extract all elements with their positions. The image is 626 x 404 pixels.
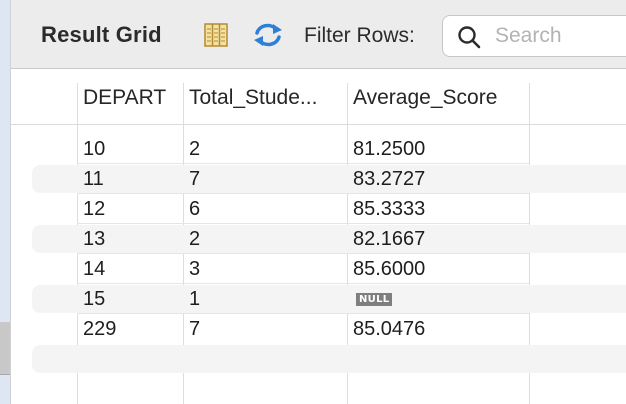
row-stripe: [32, 225, 626, 253]
table-row[interactable]: 229 7 85.0476: [11, 314, 626, 344]
grid-header: DEPART Total_Stude... Average_Score: [11, 69, 626, 125]
column-header-depart[interactable]: DEPART: [83, 86, 167, 109]
cell-average-score[interactable]: 83.2727: [353, 168, 426, 190]
row-stripe: [32, 165, 626, 193]
table-row[interactable]: 14 3 85.6000: [11, 254, 626, 284]
search-icon: [457, 25, 481, 49]
cell-average-score[interactable]: 82.1667: [353, 228, 426, 250]
table-row[interactable]: 12 6 85.3333: [11, 194, 626, 224]
search-field[interactable]: [442, 15, 626, 57]
cell-depart[interactable]: 13: [83, 228, 106, 250]
cell-depart[interactable]: 14: [83, 258, 106, 280]
column-toggle-icon[interactable]: [203, 22, 229, 48]
table-row[interactable]: 11 7 83.2727: [11, 164, 626, 194]
cell-total-students[interactable]: 1: [189, 288, 201, 310]
column-header-total-students[interactable]: Total_Stude...: [189, 86, 318, 109]
result-grid: DEPART Total_Stude... Average_Score 10 2…: [11, 69, 626, 404]
cell-depart[interactable]: 12: [83, 198, 106, 220]
cell-total-students[interactable]: 2: [189, 138, 201, 160]
filter-rows-label: Filter Rows:: [304, 24, 415, 47]
refresh-icon[interactable]: [251, 21, 285, 49]
left-gutter: [0, 0, 11, 404]
table-row[interactable]: 10 2 81.2500: [11, 134, 626, 164]
cell-average-score[interactable]: 81.2500: [353, 138, 426, 160]
row-stripe: [32, 285, 626, 313]
row-separator: [77, 223, 529, 224]
table-row[interactable]: 13 2 82.1667: [11, 224, 626, 254]
cell-total-students[interactable]: 7: [189, 318, 201, 340]
cell-depart[interactable]: 10: [83, 138, 106, 160]
empty-new-row[interactable]: [11, 344, 626, 374]
table-row[interactable]: 15 1 NULL: [11, 284, 626, 314]
cell-total-students[interactable]: 2: [189, 228, 201, 250]
cell-depart[interactable]: 229: [83, 318, 117, 340]
cell-total-students[interactable]: 7: [189, 168, 201, 190]
cell-total-students[interactable]: 3: [189, 258, 201, 280]
cell-depart[interactable]: 11: [83, 168, 104, 190]
cell-average-score[interactable]: 85.6000: [353, 258, 426, 280]
cell-average-score[interactable]: 85.3333: [353, 198, 426, 220]
null-value-badge[interactable]: NULL: [356, 293, 393, 306]
gutter-edge: [10, 0, 11, 404]
gutter-block: [0, 322, 11, 374]
row-separator: [77, 163, 529, 164]
result-grid-toolbar: Result Grid: [11, 0, 626, 69]
cell-average-score[interactable]: 85.0476: [353, 318, 426, 340]
row-separator: [77, 193, 529, 194]
search-input[interactable]: [495, 22, 626, 50]
toolbar-title: Result Grid: [41, 22, 162, 47]
gutter-divider: [0, 374, 11, 375]
cell-total-students[interactable]: 6: [189, 198, 201, 220]
row-separator: [77, 253, 529, 254]
grid-rows: 10 2 81.2500 11 7 83.2727 12 6 85.3333 1…: [11, 134, 626, 374]
row-separator: [77, 283, 529, 284]
column-header-average-score[interactable]: Average_Score: [353, 86, 498, 109]
row-separator: [77, 313, 529, 314]
row-stripe: [32, 345, 626, 373]
cell-depart[interactable]: 15: [83, 288, 106, 310]
